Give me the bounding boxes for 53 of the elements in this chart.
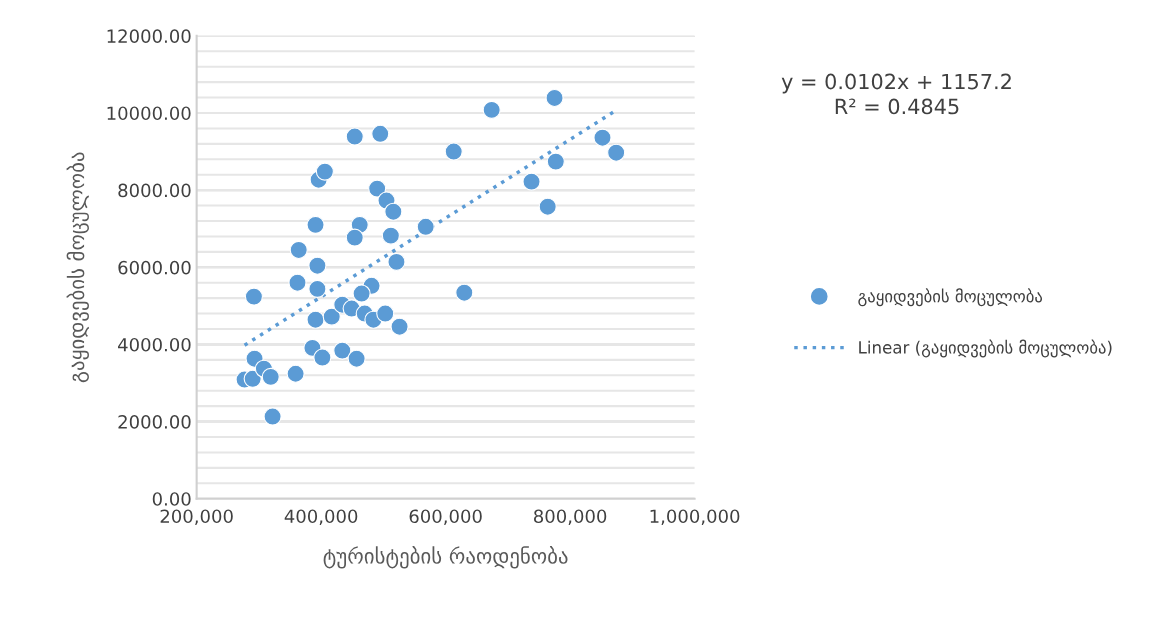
- point: [416, 217, 435, 236]
- x-tick-label: 200,000: [160, 509, 233, 525]
- y-tick-label: 4000.00: [118, 337, 191, 352]
- x-tick-label: 400,000: [284, 509, 358, 525]
- point: [546, 152, 565, 171]
- point: [243, 369, 262, 388]
- point: [345, 228, 364, 247]
- y-axis-title: გაყიდვების მოცულობა: [66, 152, 89, 383]
- point: [387, 252, 406, 271]
- point: [306, 310, 325, 329]
- text: y = 0.0102x + 1157.2 R² = 0.4845: [781, 73, 1011, 115]
- point: [384, 202, 403, 221]
- point: [289, 240, 308, 259]
- point: [455, 283, 474, 302]
- y-tick-label: 12000.00: [107, 29, 191, 43]
- point: [607, 143, 626, 162]
- point: [381, 226, 400, 245]
- y-tick-label: 10000.00: [107, 106, 191, 121]
- legend-label: Linear (გაყიდვების მოცულობა): [859, 339, 1112, 358]
- x-axis-title: ტურისტების რაოდენობა: [323, 546, 568, 569]
- point: [368, 179, 387, 198]
- point: [376, 304, 395, 323]
- point: [390, 317, 409, 336]
- point: [308, 279, 327, 298]
- point: [545, 88, 564, 108]
- point: [352, 284, 371, 303]
- point: [444, 142, 463, 161]
- point: [333, 341, 352, 360]
- y-tick-label: 8000.00: [118, 183, 191, 198]
- point: [345, 127, 364, 146]
- point: [347, 349, 366, 368]
- point: [288, 273, 307, 292]
- point: [482, 100, 501, 119]
- y-tick-label: 2000.00: [118, 415, 191, 429]
- point: [308, 256, 327, 275]
- point: [306, 215, 325, 234]
- point: [315, 162, 334, 181]
- point: [538, 197, 557, 216]
- x-tick-label: 1,000,000: [650, 509, 740, 525]
- x-tick-label: 800,000: [534, 509, 607, 525]
- point: [244, 287, 263, 306]
- point: [313, 348, 332, 367]
- point: [522, 172, 541, 191]
- legend-label: გაყიდვების მოცულობა: [858, 288, 1043, 307]
- y-tick-label: 0.00: [152, 492, 191, 506]
- point: [593, 128, 612, 147]
- point: [322, 307, 341, 326]
- y-tick-label: 6000.00: [118, 260, 191, 275]
- point: [263, 407, 282, 426]
- x-tick-label: 600,000: [409, 509, 482, 525]
- point: [286, 364, 305, 383]
- point: [261, 367, 280, 386]
- point: [371, 124, 390, 143]
